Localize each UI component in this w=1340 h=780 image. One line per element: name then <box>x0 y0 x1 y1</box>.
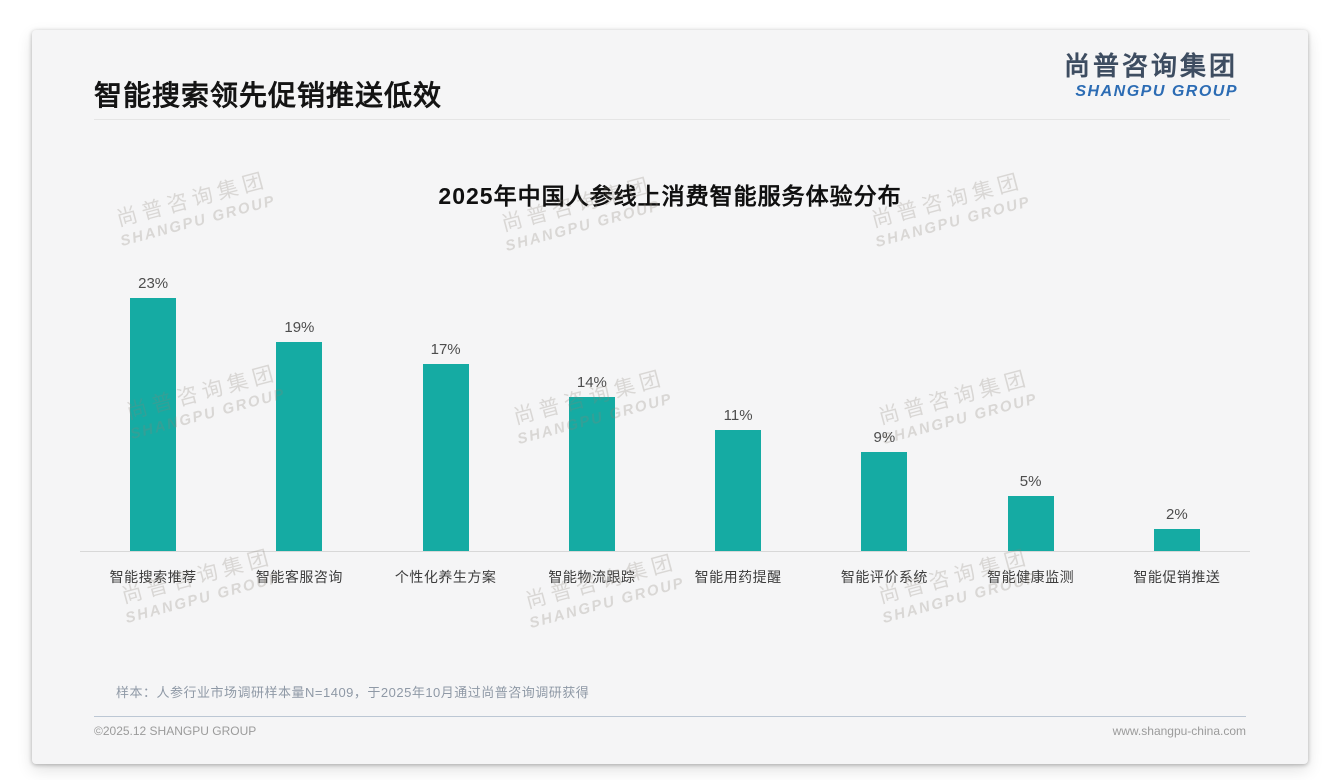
bar-column: 14% <box>519 374 665 551</box>
bar-chart-category-axis: 智能搜索推荐 智能客服咨询 个性化养生方案 智能物流跟踪 智能用药提醒 智能评价系统 智能健… <box>80 567 1250 587</box>
category-label: 个性化养生方案 <box>394 569 497 585</box>
chart-title: 2025年中国人参线上消费智能服务体验分布 <box>438 183 902 209</box>
bar-column: 17% <box>373 341 519 551</box>
bar-column: 23% <box>80 275 226 551</box>
category-label: 智能客服咨询 <box>255 569 343 585</box>
bar-value-label: 23% <box>138 275 169 292</box>
footer-copyright: ©2025.12 SHANGPU GROUP <box>94 724 257 738</box>
bar <box>1153 529 1200 551</box>
footer-website: www.shangpu-china.com <box>1112 724 1246 738</box>
slide-card: 智能搜索领先促销推送低效 尚普咨询集团 SHANGPU GROUP 2025年中… <box>32 30 1308 764</box>
bar <box>276 342 323 551</box>
logo-chinese-text: 尚普咨询集团 <box>1063 51 1238 81</box>
bar-value-label: 5% <box>1019 473 1042 490</box>
bar-column: 11% <box>665 407 811 551</box>
bar-value-label: 14% <box>576 374 607 391</box>
company-logo: 尚普咨询集团 SHANGPU GROUP <box>1063 51 1238 101</box>
category-label: 智能物流跟踪 <box>548 569 636 585</box>
bar <box>715 430 762 551</box>
bar-column: 9% <box>811 429 957 551</box>
category-label: 智能搜索推荐 <box>109 569 197 585</box>
bar-column: 2% <box>1104 506 1250 551</box>
bar-value-label: 11% <box>723 407 753 424</box>
category-label: 智能用药提醒 <box>694 569 782 585</box>
bar <box>130 298 177 551</box>
bar-value-label: 19% <box>284 319 315 336</box>
category-label: 智能促销推送 <box>1133 569 1221 585</box>
bar <box>568 397 615 551</box>
bar-value-label: 9% <box>873 429 896 446</box>
brand-watermark: 尚普咨询集团 SHANGPU GROUP <box>492 541 716 641</box>
category-label: 智能评价系统 <box>840 569 928 585</box>
bar-value-label: 17% <box>430 341 461 358</box>
footer-divider <box>94 716 1246 717</box>
bar-column: 19% <box>226 319 372 551</box>
footer: ©2025.12 SHANGPU GROUP www.shangpu-china… <box>94 724 1246 738</box>
bar <box>422 364 469 551</box>
header-divider <box>94 119 1230 120</box>
bar <box>861 452 908 551</box>
bar-column: 5% <box>958 473 1104 551</box>
bar <box>1007 496 1054 551</box>
source-note: 样本：人参行业市场调研样本量N=1409，于2025年10月通过尚普咨询调研获得 <box>116 685 590 700</box>
page-title: 智能搜索领先促销推送低效 <box>94 80 443 111</box>
category-label: 智能健康监测 <box>987 569 1075 585</box>
logo-english-text: SHANGPU GROUP <box>1075 82 1238 100</box>
bar-chart: 23% 19% 17% 14% 11% 9% 5% 2% <box>80 270 1250 552</box>
bar-value-label: 2% <box>1166 506 1188 523</box>
